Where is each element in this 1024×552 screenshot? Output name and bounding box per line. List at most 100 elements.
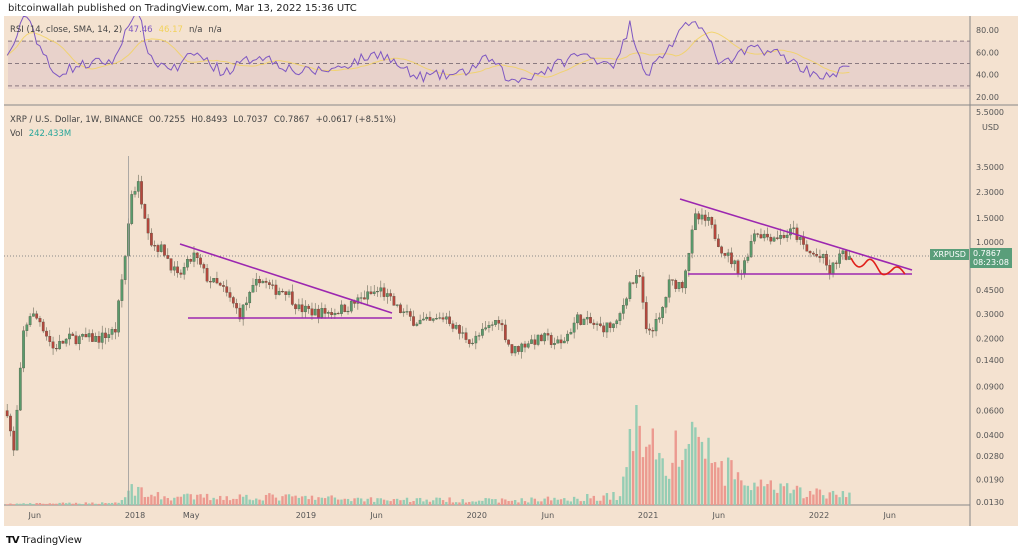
descending-trendline-2021[interactable] — [679, 198, 913, 271]
volume-bar — [25, 503, 29, 505]
candle — [71, 333, 75, 336]
volume-bar — [602, 495, 605, 505]
candle — [749, 241, 753, 258]
candle — [415, 323, 419, 326]
time-tick: 2021 — [638, 511, 658, 520]
volume-bar — [110, 502, 114, 505]
candle — [592, 322, 596, 325]
rsi-line — [6, 16, 850, 84]
tradingview-logo[interactable]: TV TradingView — [6, 535, 82, 546]
volume-bar — [808, 490, 812, 505]
chart-canvas[interactable]: 80.00 60.00 40.00 20.00 3.5000 2.3000 1.5000 1.… — [4, 16, 1018, 526]
volume-bar — [572, 496, 576, 505]
volume-bar — [651, 428, 654, 505]
candle — [140, 181, 143, 205]
candle — [304, 305, 307, 313]
symbol-label: XRP / U.S. Dollar, 1W, BINANCE — [10, 115, 143, 125]
volume-bar — [199, 494, 202, 505]
volume-bar — [658, 452, 661, 505]
volume-bar — [477, 500, 481, 505]
candle — [225, 286, 229, 293]
rsi-tick: 60.00 — [976, 48, 999, 57]
candle — [150, 232, 153, 246]
high-value: H0.8493 — [191, 115, 228, 125]
volume-bar — [238, 494, 242, 505]
candle — [143, 204, 147, 219]
candle — [327, 312, 330, 314]
volume-bar — [543, 498, 546, 505]
volume-bar — [432, 500, 435, 505]
candle — [585, 317, 589, 320]
volume-bar — [681, 460, 684, 505]
rsi-label: RSI (14, close, SMA, 14, 2) — [10, 25, 123, 35]
volume-bar — [828, 492, 831, 505]
volume-bar — [782, 486, 786, 505]
candle — [772, 237, 776, 242]
price-tick: 0.0280 — [976, 452, 1004, 461]
volume-bar — [320, 497, 324, 505]
volume-bar — [182, 494, 186, 505]
symbol-price-tag: XRPUSD — [930, 249, 969, 260]
volume-bar — [255, 498, 258, 505]
volume-bar — [713, 462, 717, 505]
candle — [831, 262, 835, 275]
candle — [484, 327, 488, 330]
volume-bar — [726, 457, 730, 505]
volume-bar — [766, 484, 769, 505]
volume-bar — [844, 497, 848, 505]
price-legend[interactable]: XRP / U.S. Dollar, 1W, BINANCE O0.7255 H0.… — [10, 115, 402, 125]
projection-wave — [850, 257, 906, 276]
volume-bar — [179, 496, 183, 505]
volume-bar — [461, 499, 464, 505]
volume-bar — [107, 503, 110, 505]
candle — [467, 339, 471, 344]
candle — [425, 316, 429, 320]
volume-bar — [150, 494, 153, 505]
volume-bar — [533, 498, 537, 505]
change-value: +0.0617 (+8.51%) — [315, 115, 396, 125]
chart-panel[interactable]: 80.00 60.00 40.00 20.00 3.5000 2.3000 1.5000 1.… — [4, 16, 1018, 526]
rsi-legend[interactable]: RSI (14, close, SMA, 14, 2) 47.46 46.17 n/a… — [10, 25, 228, 35]
candle — [54, 348, 58, 350]
volume-bar — [618, 496, 622, 505]
candle — [130, 194, 134, 224]
candle — [120, 279, 124, 301]
volume-bar — [15, 503, 19, 505]
candle — [716, 238, 720, 247]
candle — [212, 278, 216, 283]
time-tick: Jun — [369, 511, 383, 520]
volume-bar — [58, 502, 61, 505]
candle — [661, 307, 664, 318]
volume-bar — [464, 502, 468, 505]
candle — [87, 333, 91, 338]
volume-bar — [684, 448, 687, 505]
price-tick: 0.2000 — [976, 334, 1004, 343]
candle — [556, 339, 560, 344]
volume-bar — [317, 497, 320, 505]
volume-bar — [704, 458, 707, 505]
candle — [199, 257, 202, 265]
candle — [530, 339, 533, 344]
candle — [576, 314, 579, 324]
volume-bar — [241, 496, 245, 505]
volume-bar — [343, 498, 346, 505]
candle — [753, 233, 756, 242]
candle — [313, 308, 317, 316]
candle — [562, 340, 566, 344]
volume-bar — [599, 500, 602, 505]
volume-bar — [418, 497, 422, 505]
volume-bar — [474, 501, 478, 505]
volume-bar — [327, 496, 330, 505]
price-tick: 1.5000 — [976, 214, 1004, 223]
volume-bar — [822, 495, 825, 505]
rsi-na-2: n/a — [208, 25, 222, 35]
descending-trendline-2018[interactable] — [179, 243, 393, 314]
volume-bar — [19, 503, 22, 505]
candle — [268, 282, 271, 285]
candle — [572, 322, 576, 333]
candle — [523, 343, 527, 348]
candle — [458, 325, 461, 334]
candle — [713, 224, 717, 240]
candle — [281, 290, 284, 293]
volume-bar — [831, 490, 835, 505]
